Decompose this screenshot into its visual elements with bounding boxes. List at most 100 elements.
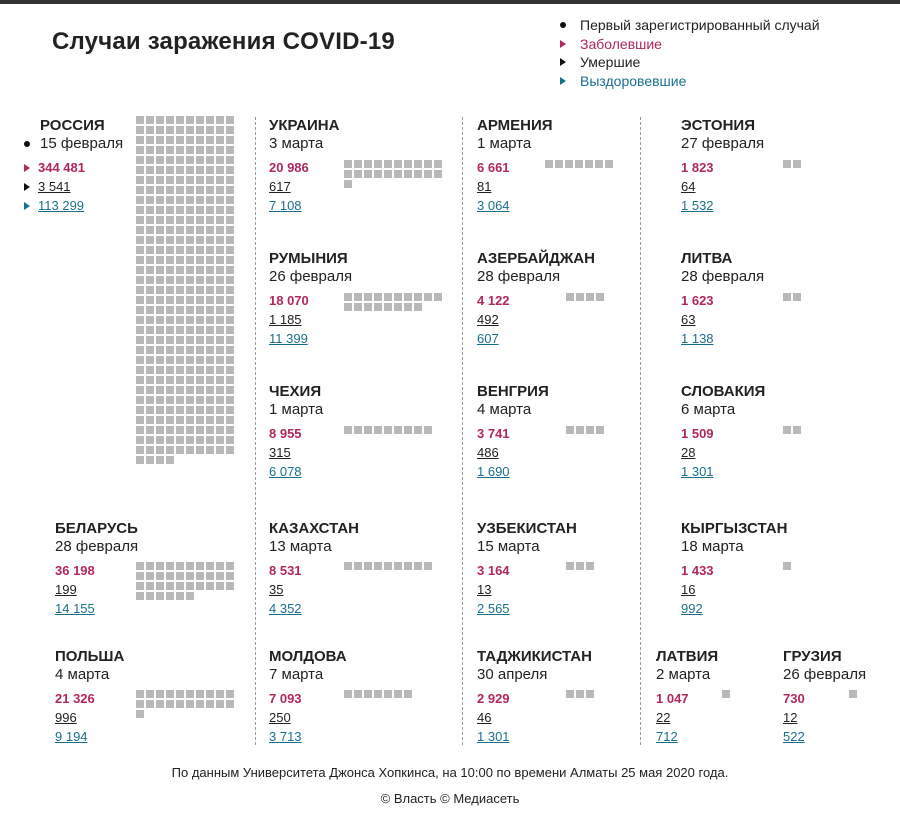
- recovered-value: 1 532: [681, 198, 714, 213]
- case-square: [226, 216, 234, 224]
- case-square: [176, 316, 184, 324]
- deaths-row: 199: [55, 580, 138, 599]
- case-square: [394, 303, 402, 311]
- case-square: [206, 426, 214, 434]
- legend-recovered: Выздоровевшие: [560, 72, 820, 91]
- recovered-value: 1 301: [477, 729, 510, 744]
- deaths-row: 35: [269, 580, 359, 599]
- case-square: [136, 436, 144, 444]
- case-square: [186, 126, 194, 134]
- case-square: [176, 226, 184, 234]
- case-square: [176, 572, 184, 580]
- country-block: ЛИТВА 28 февраля 1 623 63 1 138: [681, 250, 764, 348]
- cases-row: 730: [783, 689, 866, 708]
- cases-row: 18 070: [269, 291, 352, 310]
- case-square: [186, 226, 194, 234]
- first-case-date: 4 марта: [477, 401, 532, 418]
- case-square: [156, 296, 164, 304]
- country-block: ЛАТВИЯ 2 марта 1 047 22 712: [656, 648, 718, 746]
- cases-row: 4 122: [477, 291, 595, 310]
- case-square: [166, 562, 174, 570]
- cases-value: 3 741: [477, 426, 510, 441]
- deaths-value: 1 185: [269, 312, 302, 327]
- case-square: [166, 136, 174, 144]
- case-square: [146, 296, 154, 304]
- case-square: [783, 562, 791, 570]
- case-square: [344, 293, 352, 301]
- case-square: [206, 366, 214, 374]
- case-square: [206, 356, 214, 364]
- case-square: [226, 396, 234, 404]
- case-square: [793, 293, 801, 301]
- case-square: [176, 296, 184, 304]
- column-divider: [462, 117, 463, 745]
- case-square: [364, 562, 372, 570]
- case-square: [156, 216, 164, 224]
- case-square: [166, 572, 174, 580]
- case-square: [136, 276, 144, 284]
- deaths-value: 3 541: [38, 179, 71, 194]
- case-square: [226, 326, 234, 334]
- case-squares: [545, 160, 643, 168]
- case-square: [146, 592, 154, 600]
- case-square: [226, 266, 234, 274]
- case-square: [136, 446, 144, 454]
- case-square: [196, 276, 204, 284]
- legend: Первый зарегистрированный случай Заболев…: [560, 16, 820, 90]
- case-square: [186, 592, 194, 600]
- case-square: [364, 303, 372, 311]
- case-square: [206, 246, 214, 254]
- case-square: [394, 170, 402, 178]
- case-square: [186, 572, 194, 580]
- case-square: [216, 166, 224, 174]
- case-square: [146, 446, 154, 454]
- cases-row: 36 198: [55, 561, 138, 580]
- case-square: [156, 592, 164, 600]
- deaths-value: 199: [55, 582, 77, 597]
- deaths-value: 492: [477, 312, 499, 327]
- country-block: СЛОВАКИЯ 6 марта 1 509 28 1 301: [681, 383, 765, 481]
- case-square: [186, 376, 194, 384]
- deaths-value: 28: [681, 445, 696, 460]
- country-stats: 730 12 522: [783, 689, 866, 746]
- case-squares: [344, 690, 442, 698]
- case-square: [166, 376, 174, 384]
- case-square: [226, 206, 234, 214]
- cases-row: 1 509: [681, 424, 765, 443]
- case-square: [424, 170, 432, 178]
- case-square: [156, 456, 164, 464]
- case-square: [364, 293, 372, 301]
- country-name: УКРАИНА: [269, 117, 340, 134]
- cases-value: 20 986: [269, 160, 309, 175]
- legend-first-case: Первый зарегистрированный случай: [560, 16, 820, 35]
- case-square: [206, 266, 214, 274]
- legend-deaths: Умершие: [560, 53, 820, 72]
- case-square: [216, 146, 224, 154]
- case-square: [166, 186, 174, 194]
- case-square: [176, 216, 184, 224]
- country-name: ЛИТВА: [681, 250, 733, 267]
- case-square: [166, 426, 174, 434]
- case-square: [196, 700, 204, 708]
- case-square: [136, 316, 144, 324]
- case-square: [404, 562, 412, 570]
- case-square: [136, 236, 144, 244]
- case-square: [186, 416, 194, 424]
- case-square: [156, 236, 164, 244]
- first-case-date: 26 февраля: [783, 666, 867, 683]
- case-square: [146, 126, 154, 134]
- cases-value: 18 070: [269, 293, 309, 308]
- case-square: [156, 176, 164, 184]
- deaths-row: 46: [477, 708, 592, 727]
- country-stats: 3 741 486 1 690: [477, 424, 549, 481]
- case-square: [196, 206, 204, 214]
- case-square: [156, 426, 164, 434]
- case-square: [849, 690, 857, 698]
- case-square: [394, 690, 402, 698]
- first-case-date: 26 февраля: [269, 268, 353, 285]
- deaths-row: 315: [269, 443, 323, 462]
- case-square: [176, 236, 184, 244]
- case-square: [394, 426, 402, 434]
- case-square: [206, 416, 214, 424]
- case-square: [176, 286, 184, 294]
